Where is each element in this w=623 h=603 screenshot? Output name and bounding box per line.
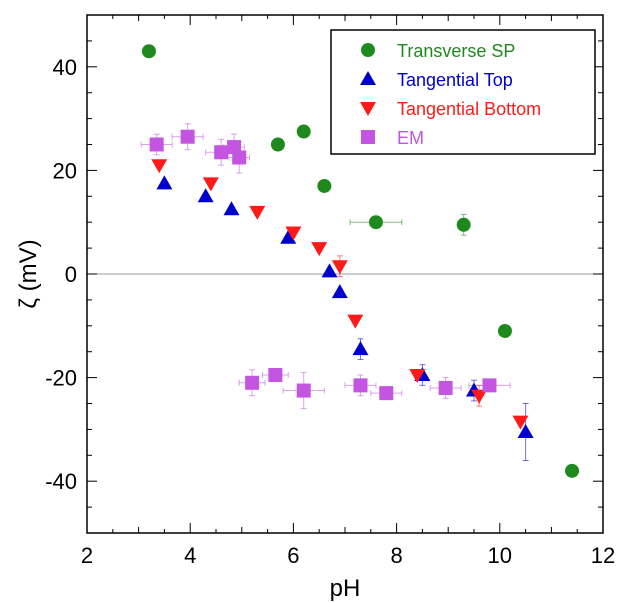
legend-label-em: EM [397,128,424,148]
transverse-sp-point [565,463,580,478]
y-tick-label: 0 [65,262,77,287]
tangential-bottom-point [202,177,219,192]
em-point [482,378,497,393]
em-point [149,137,164,152]
y-tick-label: -20 [45,366,77,391]
legend-label-tangential-bottom: Tangential Bottom [397,99,541,119]
transverse-sp-point [270,137,285,152]
transverse-sp-point [141,44,156,59]
legend-label-tangential-top: Tangential Top [397,70,513,90]
em-point [379,386,394,401]
tangential-top-point [352,341,369,356]
tangential-bottom-point [347,314,364,329]
y-tick-label: 40 [53,55,77,80]
tangential-top-point [517,423,534,438]
transverse-sp-point [497,323,512,338]
x-tick-label: 6 [287,543,299,568]
tangential-bottom-point [285,226,302,241]
legend-marker-transverse-sp [361,43,375,57]
tangential-top-point [280,229,297,244]
legend-marker-tangential-top [360,71,376,85]
tick-layer: 2 4 6 8 10 12 -40 -20 0 20 40 [45,14,615,568]
em-point [268,368,283,383]
tangential-bottom-point [331,260,348,275]
tangential-top-point [156,175,173,190]
x-tick-label: 8 [390,543,402,568]
tangential-bottom-point [471,389,488,404]
tangential-bottom-point [409,369,426,384]
x-tick-label: 10 [488,543,512,568]
tangential-bottom-point [311,242,328,257]
x-axis-label: pH [330,575,361,602]
marker-layer [141,44,580,478]
em-point [180,129,195,144]
tangential-top-point [321,263,338,278]
em-point [296,383,311,398]
x-tick-label: 4 [184,543,196,568]
em-point [232,150,247,165]
legend-marker-tangential-bottom [360,102,376,116]
em-point [438,380,453,395]
transverse-sp-point [296,124,311,139]
y-tick-label: 20 [53,158,77,183]
em-point [245,375,260,390]
tangential-bottom-point [512,415,529,430]
legend-marker-em [361,130,375,144]
tangential-top-point [223,201,240,216]
x-tick-label: 12 [591,543,615,568]
y-axis-label: ζ (mV) [15,239,42,308]
errorbar-layer [140,123,529,461]
tangential-top-point [331,284,348,299]
tangential-top-point [197,188,214,203]
transverse-sp-point [368,215,383,230]
legend: Transverse SP Tangential Top Tangential Bo… [330,29,596,155]
y-tick-label: -40 [45,469,77,494]
legend-label-transverse-sp: Transverse SP [397,41,515,61]
transverse-sp-point [317,178,332,193]
tangential-bottom-point [151,159,168,174]
x-tick-label: 2 [81,543,93,568]
em-point [214,145,229,160]
transverse-sp-point [456,217,471,232]
em-point [353,378,368,393]
tangential-bottom-point [249,205,266,220]
